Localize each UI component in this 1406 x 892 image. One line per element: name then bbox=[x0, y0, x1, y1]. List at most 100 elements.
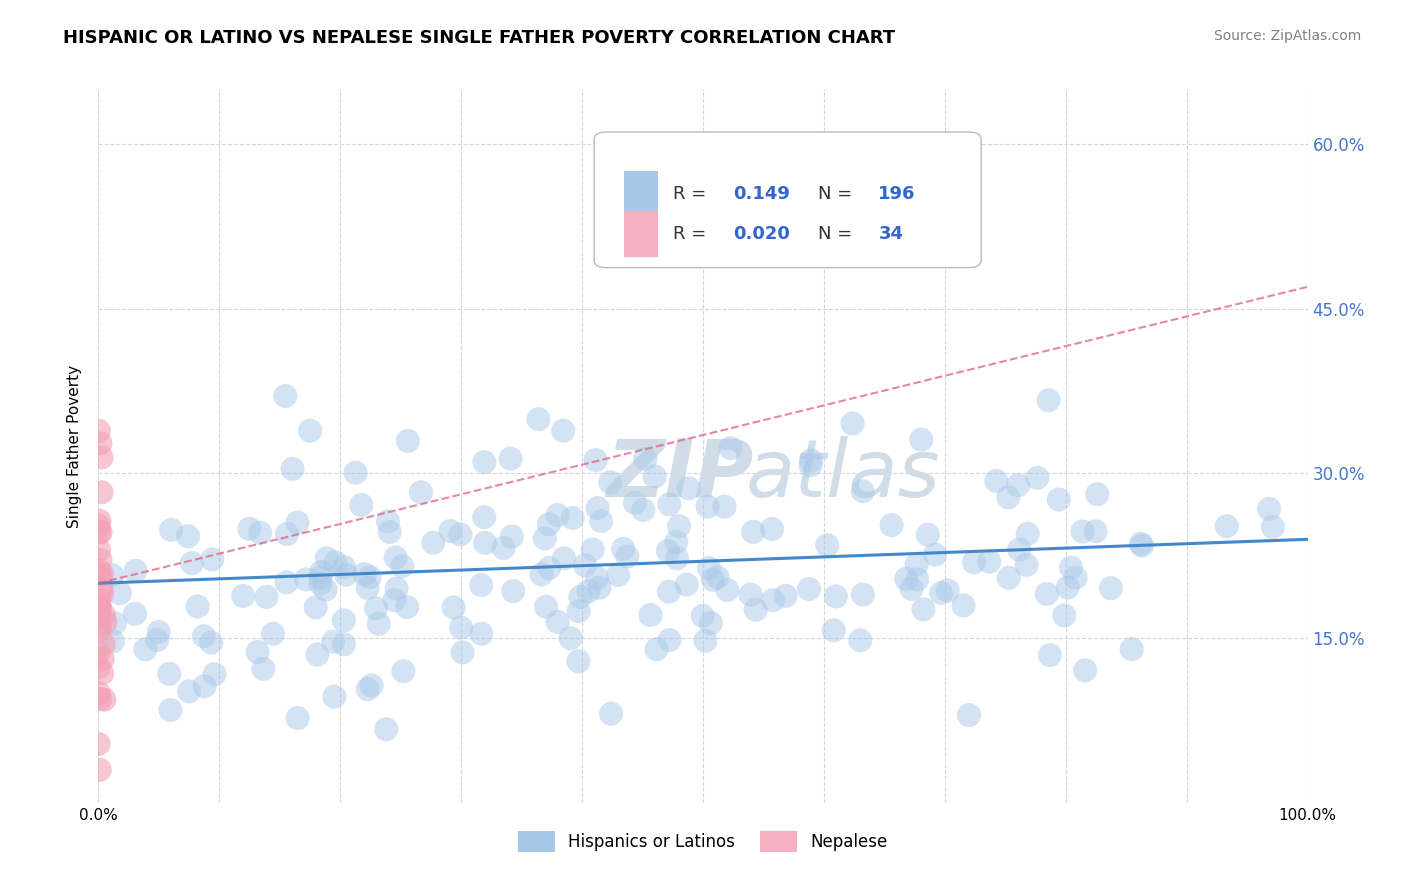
Point bbox=[470, 626, 492, 640]
Point bbox=[900, 582, 922, 596]
Point bbox=[87, 518, 110, 533]
Point bbox=[159, 703, 181, 717]
Point bbox=[89, 623, 111, 637]
Point bbox=[1008, 542, 1031, 557]
Point bbox=[740, 588, 762, 602]
Point bbox=[1129, 537, 1152, 551]
Point bbox=[309, 570, 332, 584]
Point bbox=[281, 462, 304, 476]
Point bbox=[1036, 587, 1059, 601]
Point bbox=[89, 553, 111, 567]
Point bbox=[375, 723, 398, 737]
Point bbox=[744, 603, 766, 617]
Point bbox=[852, 484, 875, 499]
Point bbox=[295, 573, 318, 587]
Point bbox=[287, 711, 309, 725]
Point bbox=[1130, 539, 1153, 553]
Text: R =: R = bbox=[672, 185, 711, 202]
Point bbox=[929, 586, 952, 600]
Point bbox=[1047, 492, 1070, 507]
Point bbox=[697, 561, 720, 575]
Point bbox=[905, 558, 928, 572]
Point bbox=[299, 424, 322, 438]
Point bbox=[957, 708, 980, 723]
Point bbox=[422, 535, 444, 549]
Point bbox=[382, 593, 405, 607]
Point bbox=[323, 690, 346, 704]
Point bbox=[815, 538, 838, 552]
Point bbox=[917, 527, 939, 541]
Point bbox=[193, 629, 215, 643]
Point bbox=[378, 524, 401, 539]
Point bbox=[567, 654, 589, 668]
Point bbox=[104, 616, 127, 631]
Point bbox=[315, 551, 337, 566]
Point bbox=[553, 424, 575, 438]
Point bbox=[90, 485, 112, 500]
Point bbox=[87, 646, 110, 660]
Text: HISPANIC OR LATINO VS NEPALESE SINGLE FATHER POVERTY CORRELATION CHART: HISPANIC OR LATINO VS NEPALESE SINGLE FA… bbox=[63, 29, 896, 46]
Point bbox=[527, 412, 550, 426]
Point bbox=[146, 632, 169, 647]
Point bbox=[367, 616, 389, 631]
Point bbox=[232, 589, 254, 603]
Point bbox=[364, 601, 387, 615]
Point bbox=[1007, 478, 1029, 492]
Point bbox=[157, 667, 180, 681]
Point bbox=[94, 615, 117, 630]
Point bbox=[396, 434, 419, 448]
Point bbox=[852, 588, 875, 602]
Text: 0.149: 0.149 bbox=[734, 185, 790, 202]
Text: Source: ZipAtlas.com: Source: ZipAtlas.com bbox=[1213, 29, 1361, 43]
Point bbox=[530, 567, 553, 582]
Point bbox=[607, 568, 630, 582]
Point bbox=[534, 599, 557, 614]
Point bbox=[658, 584, 681, 599]
Point bbox=[274, 389, 297, 403]
Point bbox=[775, 589, 797, 603]
Point bbox=[93, 637, 115, 651]
Text: 0.020: 0.020 bbox=[734, 225, 790, 243]
Point bbox=[644, 469, 666, 483]
Point bbox=[569, 590, 592, 604]
Point bbox=[89, 601, 111, 615]
Point bbox=[578, 584, 600, 599]
Point bbox=[924, 548, 946, 562]
Point bbox=[160, 523, 183, 537]
Point bbox=[1215, 519, 1237, 533]
Point bbox=[124, 607, 146, 621]
Point bbox=[177, 684, 200, 698]
Point bbox=[344, 466, 367, 480]
Point bbox=[87, 686, 110, 700]
Point bbox=[93, 607, 115, 622]
Point bbox=[101, 568, 124, 582]
Point bbox=[581, 542, 603, 557]
FancyBboxPatch shape bbox=[624, 170, 658, 217]
Point bbox=[658, 633, 681, 648]
Point bbox=[963, 555, 986, 569]
Point bbox=[87, 563, 110, 577]
Point bbox=[91, 567, 114, 582]
Point bbox=[252, 662, 274, 676]
Point bbox=[90, 450, 112, 465]
Point bbox=[1060, 560, 1083, 574]
Point bbox=[1261, 520, 1284, 534]
Point bbox=[678, 481, 700, 495]
Point bbox=[761, 522, 783, 536]
Point bbox=[87, 600, 110, 615]
Point bbox=[1038, 393, 1060, 408]
Point bbox=[89, 593, 111, 607]
Point bbox=[89, 617, 111, 632]
Point bbox=[1026, 471, 1049, 485]
Point bbox=[1121, 642, 1143, 657]
Point bbox=[391, 559, 413, 574]
Legend: Hispanics or Latinos, Nepalese: Hispanics or Latinos, Nepalese bbox=[512, 824, 894, 859]
Point bbox=[574, 558, 596, 573]
Point bbox=[89, 763, 111, 777]
Point bbox=[695, 633, 717, 648]
Point bbox=[1099, 581, 1122, 595]
Point bbox=[91, 586, 114, 600]
Point bbox=[181, 556, 204, 570]
Point bbox=[450, 527, 472, 541]
Text: R =: R = bbox=[672, 225, 711, 243]
